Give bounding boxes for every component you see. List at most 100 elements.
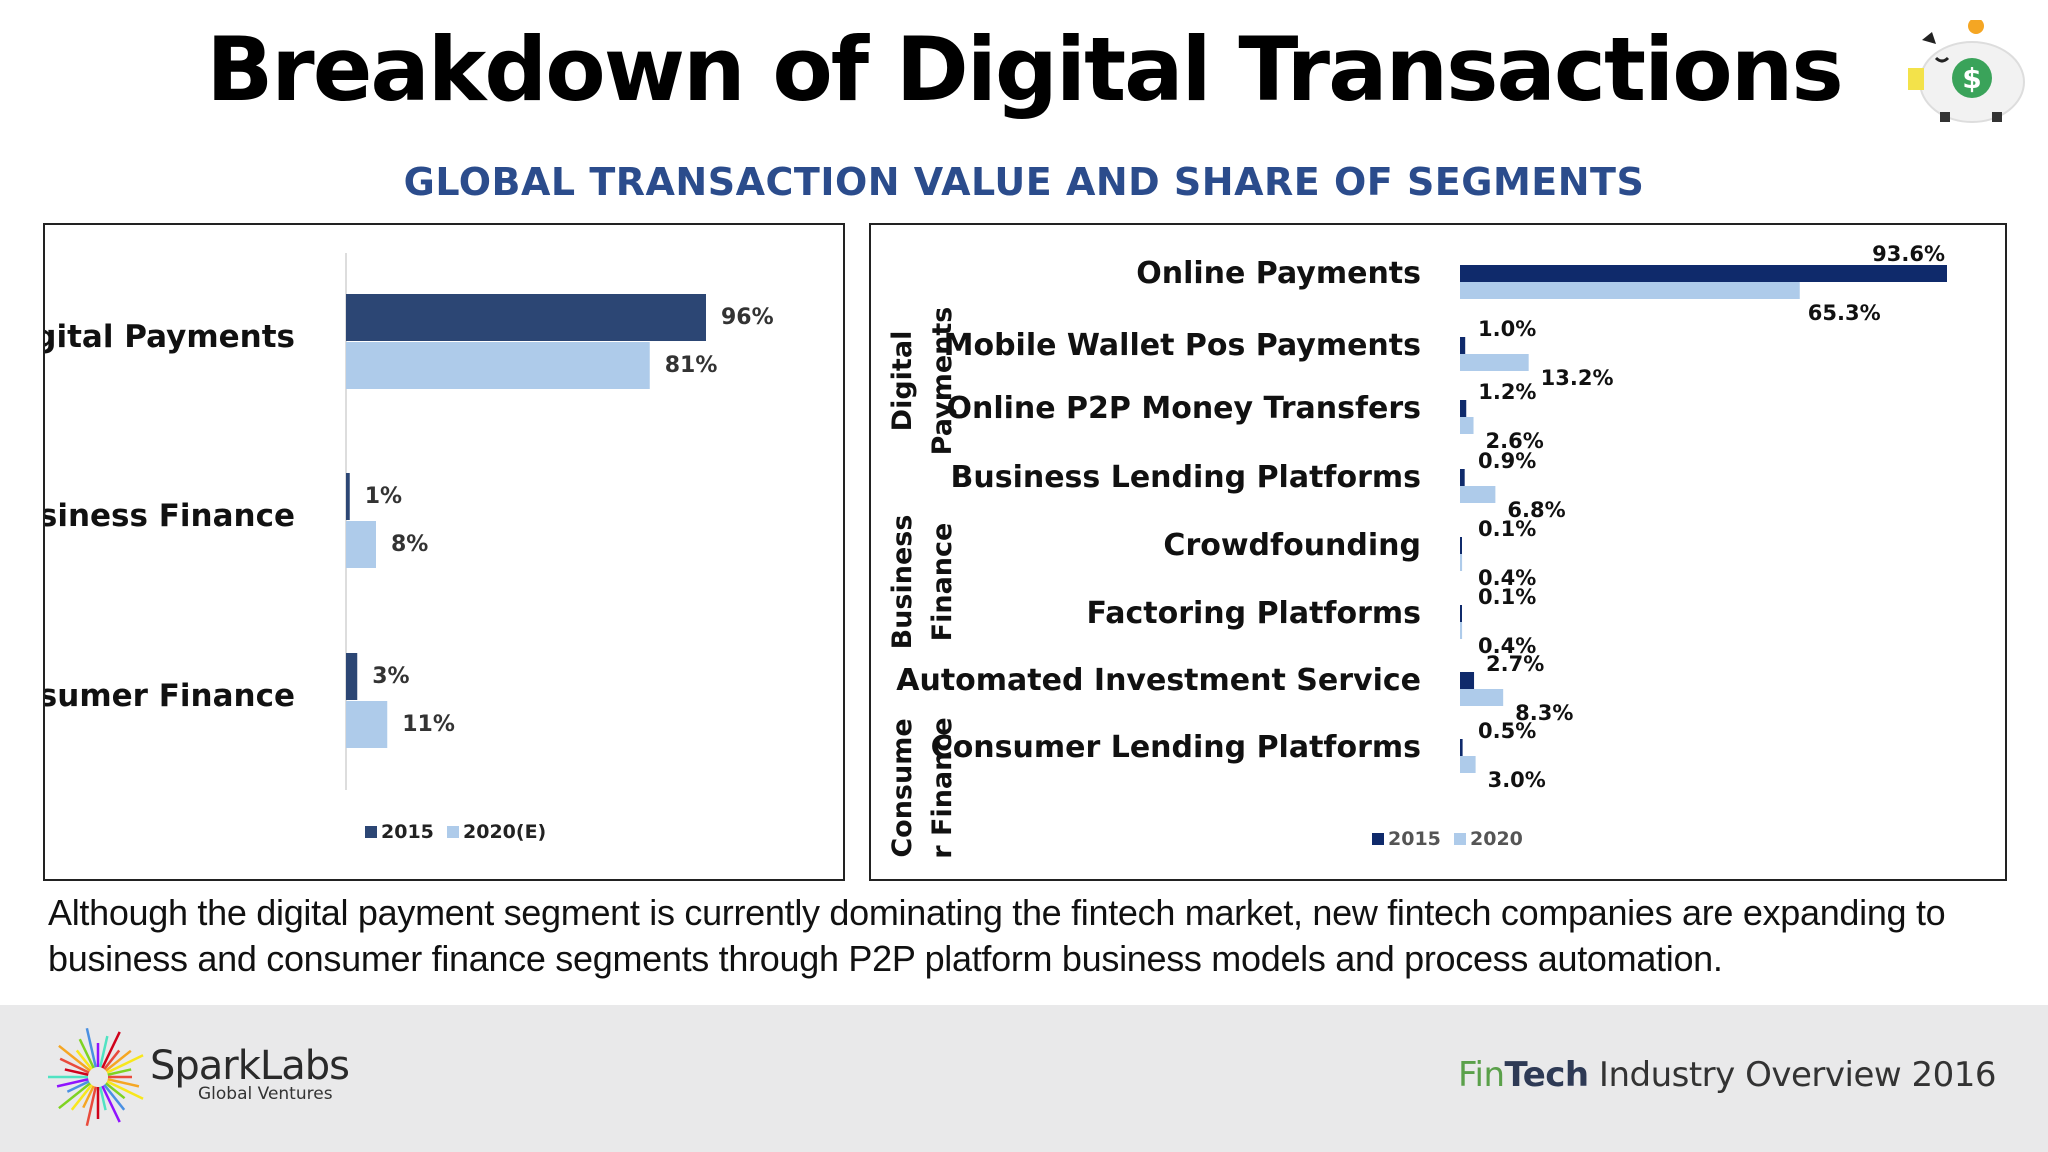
bar-2015 — [1460, 672, 1475, 689]
data-label: 1% — [365, 484, 402, 509]
sparklabs-logo-icon — [48, 1027, 144, 1127]
bar-2015 — [1460, 469, 1465, 486]
data-label: 3% — [372, 664, 409, 689]
logo-ray — [105, 1082, 126, 1100]
legend-label: 2015 — [1388, 828, 1441, 850]
logo-ray — [107, 1078, 140, 1088]
legend-swatch — [1372, 833, 1384, 845]
logo-ray — [99, 1035, 109, 1068]
data-label: 93.6% — [1872, 242, 1945, 266]
data-label: 0.5% — [1478, 719, 1536, 743]
bar-2020 — [1460, 689, 1504, 706]
data-label: 0.1% — [1478, 517, 1536, 541]
right-chart: Online Payments 93.6% 65.3% Mobile Wallet P… — [887, 242, 1947, 859]
category-label: Business Lending Platforms — [950, 460, 1421, 495]
bar-2020 — [1460, 417, 1474, 434]
logo-ray — [58, 1082, 91, 1110]
bar-2020(E) — [346, 342, 650, 389]
page-title: Breakdown of Digital Transactions — [206, 18, 1844, 121]
group-label: Consume — [887, 718, 918, 857]
bar-2015 — [1460, 739, 1463, 756]
bar-2015 — [346, 294, 706, 341]
left-chart-panel: Digital Payments 96%81% Business Finance 1%… — [43, 223, 845, 881]
page-subtitle: GLOBAL TRANSACTION VALUE AND SHARE OF SE… — [403, 160, 1645, 204]
category-label: Automated Investment Service — [896, 663, 1421, 698]
right-chart-panel: Online Payments 93.6% 65.3% Mobile Wallet P… — [869, 223, 2007, 881]
logo-ray — [106, 1080, 144, 1100]
logo-ray — [99, 1086, 107, 1111]
logo-ray — [103, 1049, 121, 1070]
logo-ray — [101, 1085, 121, 1123]
bar-2015 — [346, 653, 358, 700]
brand-subtitle: Global Ventures — [198, 1084, 333, 1104]
logo-ray — [106, 1054, 144, 1074]
footer-rest: Industry Overview 2016 — [1588, 1055, 1997, 1095]
data-label: 2.7% — [1486, 652, 1544, 676]
bar-2020 — [1460, 756, 1476, 773]
legend-label: 2020 — [1470, 828, 1523, 850]
data-label: 65.3% — [1808, 301, 1881, 325]
logo-ray — [58, 1044, 91, 1072]
footer-report-title: FinTech Industry Overview 2016 — [1457, 1055, 1997, 1095]
category-label: Digital Payments — [45, 319, 295, 355]
legend-label: 2020(E) — [463, 821, 546, 843]
logo-ray — [70, 1084, 93, 1111]
svg-text:$: $ — [1962, 62, 1981, 95]
bar-2020(E) — [346, 701, 388, 748]
logo-ray — [64, 1068, 89, 1076]
data-label: 3.0% — [1488, 768, 1546, 792]
legend-swatch — [365, 826, 377, 838]
logo-ray — [103, 1084, 126, 1111]
category-label: Business Finance — [45, 498, 295, 534]
group-label: Payments — [927, 307, 958, 456]
data-label: 6.8% — [1507, 498, 1565, 522]
data-label: 0.1% — [1478, 585, 1536, 609]
data-label: 1.0% — [1478, 317, 1536, 341]
bar-2020 — [1460, 622, 1463, 639]
logo-ray — [56, 1078, 89, 1088]
footer-bar — [0, 1005, 2048, 1152]
group-label: Finance — [927, 523, 958, 642]
bar-2015 — [1460, 400, 1467, 417]
bar-2020 — [1460, 554, 1463, 571]
data-label: 1.2% — [1478, 380, 1536, 404]
bar-2015 — [346, 473, 350, 520]
bar-2020 — [1460, 354, 1529, 371]
category-label: Crowdfounding — [1163, 528, 1421, 563]
footer-fin: Fin — [1457, 1055, 1505, 1095]
legend-swatch — [1454, 833, 1466, 845]
data-label: 11% — [402, 712, 455, 737]
legend-swatch — [447, 826, 459, 838]
data-label: 0.4% — [1478, 634, 1536, 658]
logo-ray — [85, 1086, 97, 1127]
logo-ray — [105, 1049, 132, 1072]
logo-ray — [59, 1057, 90, 1074]
logo-ray — [85, 1027, 97, 1068]
piggy-bank-icon: $ — [1908, 20, 2025, 123]
left-chart: Digital Payments 96%81% Business Finance 1%… — [45, 253, 774, 843]
data-label: 2.6% — [1486, 429, 1544, 453]
category-label: Consumer Lending Platforms — [931, 730, 1421, 765]
bar-2020 — [1460, 486, 1496, 503]
group-label: r Finance — [927, 717, 958, 858]
category-label: Factoring Platforms — [1087, 596, 1422, 631]
bar-2015 — [1460, 265, 1947, 282]
logo-ray — [66, 1080, 90, 1093]
bar-2020 — [1460, 282, 1800, 299]
category-label: Mobile Wallet Pos Payments — [944, 328, 1421, 363]
bar-2020(E) — [346, 521, 376, 568]
logo-ray — [78, 1038, 95, 1069]
logo-ray — [101, 1031, 121, 1069]
footer-tech: Tech — [1504, 1055, 1590, 1095]
bar-2015 — [1460, 537, 1462, 554]
data-label: 8.3% — [1515, 701, 1573, 725]
category-label: Online Payments — [1136, 256, 1421, 291]
bar-2015 — [1460, 337, 1466, 354]
data-label: 0.9% — [1478, 449, 1536, 473]
data-label: 0.4% — [1478, 566, 1536, 590]
data-label: 8% — [391, 532, 428, 557]
brand-name: SparkLabs — [150, 1043, 350, 1089]
category-label: Consumer Finance — [45, 678, 295, 714]
category-label: Online P2P Money Transfers — [946, 391, 1421, 426]
bar-2015 — [1460, 605, 1462, 622]
